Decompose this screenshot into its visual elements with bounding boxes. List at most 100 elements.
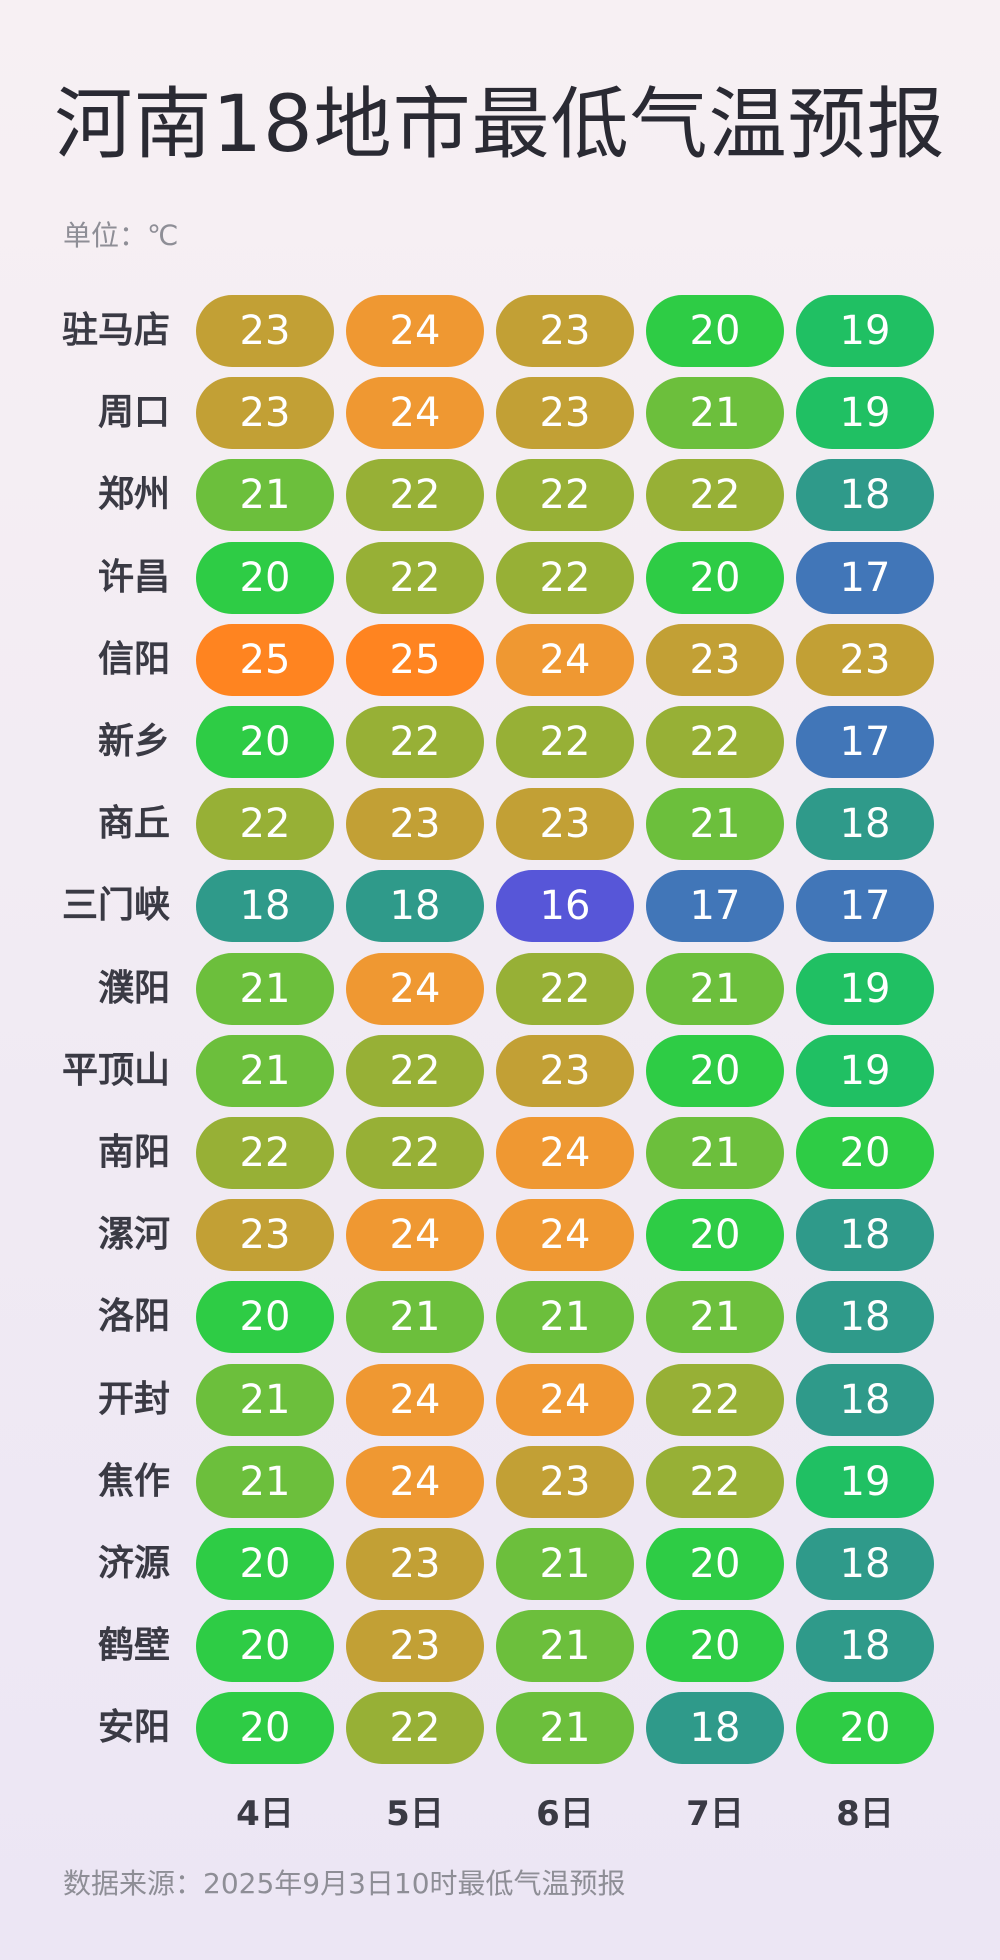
temperature-cell: 24 bbox=[496, 1363, 634, 1436]
temperature-cell: 20 bbox=[196, 1528, 334, 1600]
temperature-cell: 24 bbox=[346, 377, 484, 450]
temperature-cell: 20 bbox=[646, 1528, 784, 1600]
table-row: 新乡 20 22 22 22 17 bbox=[0, 706, 1000, 778]
temperature-cell: 21 bbox=[646, 1281, 784, 1354]
temperature-cell: 20 bbox=[646, 1610, 784, 1683]
temperature-cell: 23 bbox=[496, 1445, 634, 1518]
temperature-cell: 18 bbox=[196, 870, 334, 943]
city-label: 许昌 bbox=[97, 556, 170, 598]
temperature-cell: 19 bbox=[796, 295, 934, 367]
temperature-cell: 25 bbox=[196, 623, 334, 696]
temperature-cell: 22 bbox=[496, 541, 634, 614]
temperature-cell: 23 bbox=[196, 1199, 334, 1272]
temperature-cell: 21 bbox=[646, 377, 784, 450]
temperature-cell: 18 bbox=[646, 1692, 784, 1765]
city-label: 安阳 bbox=[97, 1707, 170, 1749]
temperature-cell: 24 bbox=[346, 1199, 484, 1272]
temperature-cell: 18 bbox=[796, 1363, 934, 1436]
temperature-cell: 21 bbox=[196, 459, 334, 532]
temperature-cell: 21 bbox=[196, 952, 334, 1025]
temperature-cell: 20 bbox=[196, 1610, 334, 1683]
table-row: 濮阳 21 24 22 21 19 bbox=[0, 952, 1000, 1025]
city-label: 濮阳 bbox=[97, 967, 170, 1009]
temperature-cell: 18 bbox=[796, 1610, 934, 1683]
temperature-cell: 23 bbox=[646, 623, 784, 696]
day-label: 5日 bbox=[386, 1794, 444, 1834]
table-row: 济源 20 23 21 20 18 bbox=[0, 1528, 1000, 1600]
table-row: 漯河 23 24 24 20 18 bbox=[0, 1199, 1000, 1272]
temperature-cell: 23 bbox=[346, 788, 484, 861]
temperature-cell: 19 bbox=[796, 1034, 934, 1107]
day-label: 7日 bbox=[686, 1794, 744, 1834]
temperature-cell: 25 bbox=[346, 623, 484, 696]
temperature-cell: 23 bbox=[496, 788, 634, 861]
temperature-cell: 24 bbox=[346, 1363, 484, 1436]
temperature-cell: 22 bbox=[646, 706, 784, 778]
city-label: 新乡 bbox=[97, 721, 170, 762]
temperature-cell: 17 bbox=[796, 541, 934, 614]
temperature-cell: 17 bbox=[646, 870, 784, 943]
source-note: 数据来源：2025年9月3日10时最低气温预报 bbox=[63, 1867, 626, 1900]
temperature-cell: 24 bbox=[496, 1117, 634, 1189]
temperature-cell: 20 bbox=[646, 541, 784, 614]
temperature-cell: 21 bbox=[196, 1363, 334, 1436]
temperature-cell: 21 bbox=[196, 1034, 334, 1107]
day-label: 8日 bbox=[836, 1794, 894, 1834]
city-label: 焦作 bbox=[97, 1460, 170, 1502]
table-row: 许昌 20 22 22 20 17 bbox=[0, 541, 1000, 614]
temperature-cell: 18 bbox=[796, 788, 934, 861]
temperature-cell: 22 bbox=[646, 1363, 784, 1436]
temperature-cell: 22 bbox=[496, 459, 634, 532]
table-row: 平顶山 21 22 23 20 19 bbox=[0, 1034, 1000, 1107]
temperature-cell: 22 bbox=[646, 459, 784, 532]
temperature-cell: 21 bbox=[646, 1117, 784, 1189]
temperature-cell: 22 bbox=[646, 1445, 784, 1518]
temperature-cell: 21 bbox=[346, 1281, 484, 1354]
temperature-cell: 18 bbox=[796, 1528, 934, 1600]
temperature-cell: 22 bbox=[346, 1692, 484, 1765]
table-row: 焦作 21 24 23 22 19 bbox=[0, 1445, 1000, 1518]
temperature-cell: 20 bbox=[796, 1117, 934, 1189]
day-label: 4日 bbox=[236, 1794, 294, 1834]
temperature-cell: 22 bbox=[346, 1034, 484, 1107]
temperature-cell: 18 bbox=[796, 459, 934, 532]
temperature-cell: 17 bbox=[796, 706, 934, 778]
temperature-cell: 23 bbox=[196, 295, 334, 367]
table-row: 郑州 21 22 22 22 18 bbox=[0, 459, 1000, 532]
temperature-cell: 23 bbox=[196, 377, 334, 450]
temperature-cell: 18 bbox=[346, 870, 484, 943]
city-label: 平顶山 bbox=[61, 1049, 170, 1091]
temperature-cell: 22 bbox=[196, 788, 334, 861]
temperature-cell: 24 bbox=[346, 952, 484, 1025]
city-label: 洛阳 bbox=[97, 1296, 170, 1338]
temperature-cell: 24 bbox=[346, 295, 484, 367]
temperature-cell: 20 bbox=[646, 1034, 784, 1107]
city-label: 开封 bbox=[97, 1378, 170, 1420]
city-label: 三门峡 bbox=[61, 885, 170, 927]
temperature-cell: 20 bbox=[196, 541, 334, 614]
table-row: 鹤壁 20 23 21 20 18 bbox=[0, 1610, 1000, 1683]
temperature-cell: 23 bbox=[346, 1610, 484, 1683]
table-row: 信阳 25 25 24 23 23 bbox=[0, 623, 1000, 696]
temperature-cell: 19 bbox=[796, 952, 934, 1025]
temperature-cell: 23 bbox=[496, 295, 634, 367]
temperature-cell: 24 bbox=[346, 1445, 484, 1518]
temperature-cell: 21 bbox=[496, 1692, 634, 1765]
temperature-cell: 18 bbox=[796, 1199, 934, 1272]
table-row: 驻马店 23 24 23 20 19 bbox=[0, 295, 1000, 367]
city-label: 驻马店 bbox=[61, 310, 170, 351]
city-label: 济源 bbox=[97, 1543, 170, 1584]
table-row: 开封 21 24 24 22 18 bbox=[0, 1363, 1000, 1436]
day-label: 6日 bbox=[536, 1794, 594, 1834]
temperature-cell: 21 bbox=[646, 788, 784, 861]
city-label: 周口 bbox=[97, 392, 170, 434]
temperature-cell: 22 bbox=[346, 1117, 484, 1189]
temperature-cell: 22 bbox=[346, 706, 484, 778]
city-label: 漯河 bbox=[97, 1214, 170, 1256]
temperature-cell: 20 bbox=[196, 706, 334, 778]
temperature-cell: 23 bbox=[496, 1034, 634, 1107]
temperature-cell: 20 bbox=[646, 295, 784, 367]
city-label: 信阳 bbox=[97, 638, 170, 680]
temperature-cell: 21 bbox=[496, 1528, 634, 1600]
table-row: 南阳 22 22 24 21 20 bbox=[0, 1117, 1000, 1189]
